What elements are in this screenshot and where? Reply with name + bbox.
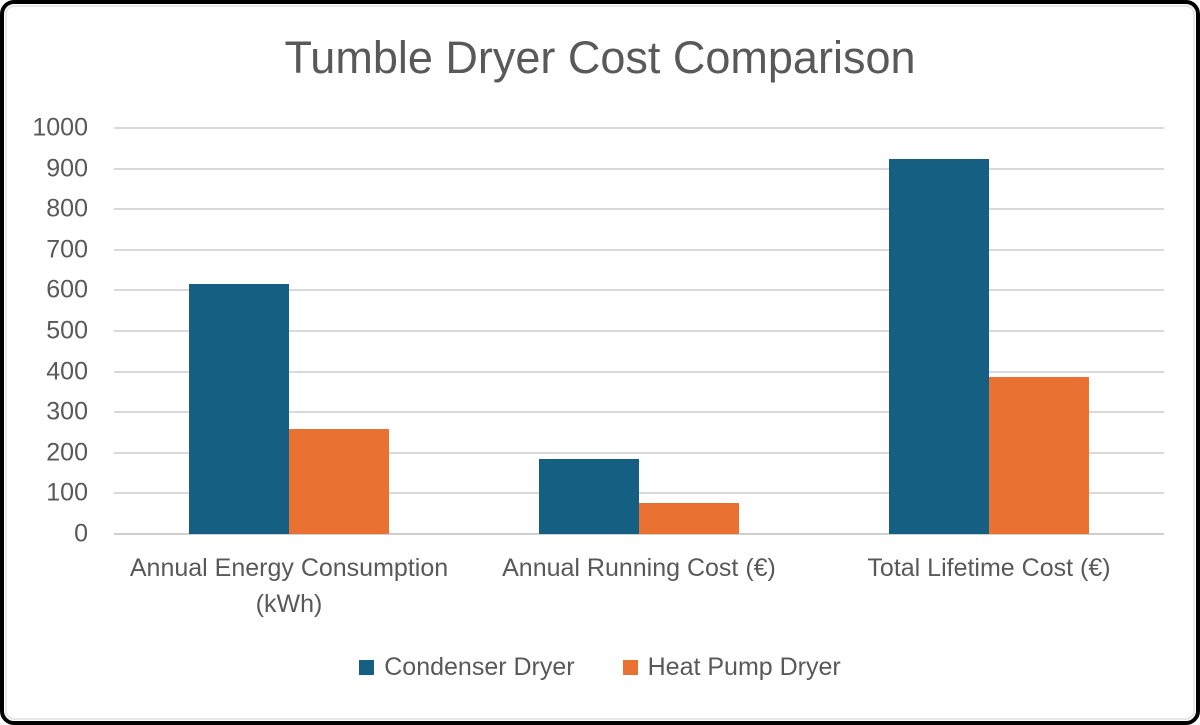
bar-condenser-dryer — [539, 459, 639, 534]
bar-condenser-dryer — [189, 284, 289, 534]
gridline-0 — [114, 533, 1164, 535]
y-axis-tick-label: 100 — [46, 478, 88, 507]
bar-group-3 — [814, 128, 1164, 534]
gridline-400 — [114, 370, 1164, 373]
y-axis-tick-label: 800 — [46, 194, 88, 223]
legend: Condenser Dryer Heat Pump Dryer — [4, 655, 1196, 680]
legend-label: Condenser Dryer — [384, 653, 575, 681]
y-axis-tick-label: 300 — [46, 397, 88, 426]
gridline-900 — [114, 167, 1164, 170]
gridline-500 — [114, 330, 1164, 332]
gridline-1000 — [114, 127, 1164, 129]
legend-label: Heat Pump Dryer — [647, 653, 841, 681]
gridline-800 — [114, 208, 1164, 211]
y-axis-tick-label: 500 — [46, 316, 88, 345]
x-axis-category-label: Annual Energy Consumption (kWh) — [129, 554, 449, 618]
chart-title: Tumble Dryer Cost Comparison — [284, 32, 916, 83]
x-axis-category-label: Total Lifetime Cost (€) — [867, 554, 1111, 582]
y-axis-tick-label: 200 — [46, 438, 88, 467]
y-axis-tick-label: 0 — [74, 519, 88, 548]
bar-heat-pump-dryer — [989, 377, 1089, 534]
plot-area — [114, 127, 1164, 535]
y-axis-tick-label: 1000 — [32, 113, 88, 142]
bar-group-2 — [464, 128, 814, 534]
gridline-100 — [114, 492, 1164, 495]
x-axis-category-label: Annual Running Cost (€) — [502, 554, 776, 582]
bar-group-1 — [114, 128, 464, 534]
gridline-200 — [114, 451, 1164, 454]
gridline-300 — [114, 411, 1164, 414]
y-axis-tick-label: 400 — [46, 357, 88, 386]
legend-item-heat-pump-dryer: Heat Pump Dryer — [622, 653, 841, 681]
bar-heat-pump-dryer — [639, 502, 739, 534]
y-axis-tick-label: 900 — [46, 154, 88, 183]
bar-groups — [114, 128, 1164, 534]
gridline-700 — [114, 248, 1164, 251]
y-axis-tick-label: 700 — [46, 235, 88, 264]
x-axis: Annual Energy Consumption (kWh) Annual Ru… — [114, 550, 1164, 622]
y-axis-tick-label: 600 — [46, 275, 88, 304]
bar-condenser-dryer — [889, 159, 989, 534]
legend-swatch-icon — [359, 660, 375, 675]
y-axis: 1000 900 800 700 600 500 400 300 200 100 0 — [4, 115, 88, 546]
legend-item-condenser-dryer: Condenser Dryer — [359, 653, 575, 681]
gridline-600 — [114, 289, 1164, 292]
legend-swatch-icon — [622, 660, 638, 675]
bar-heat-pump-dryer — [289, 429, 389, 534]
